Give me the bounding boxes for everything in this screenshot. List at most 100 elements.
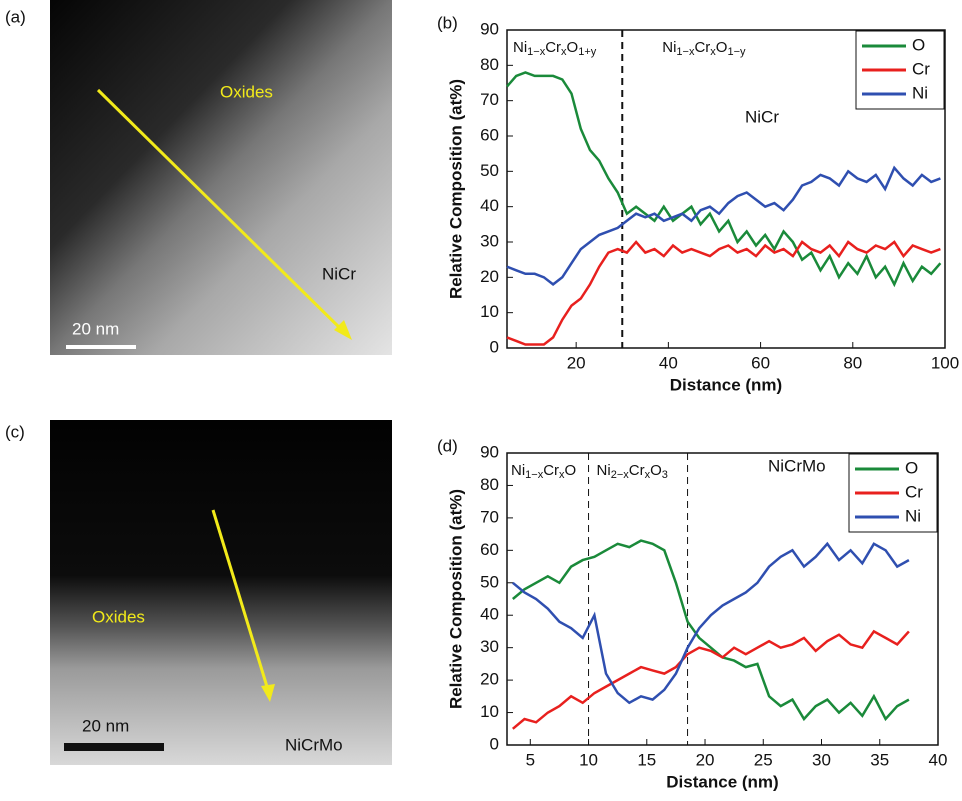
- formula-part: O: [650, 462, 662, 479]
- formula-part: O: [716, 39, 728, 56]
- y-tick-label: 20: [480, 267, 499, 286]
- y-tick-label: 70: [480, 507, 499, 526]
- y-tick-label: 10: [480, 702, 499, 721]
- micrograph: [50, 0, 392, 355]
- formula-part: x: [710, 46, 716, 58]
- micrograph: [50, 420, 392, 765]
- y-tick-label: 70: [480, 90, 499, 109]
- plot-frame: [506, 29, 946, 349]
- annotation: NiCr: [322, 264, 356, 283]
- scale-label: 20 nm: [72, 319, 119, 338]
- x-tick-label: 5: [526, 750, 535, 769]
- region-label: Ni2−xCrxO3: [597, 462, 668, 481]
- x-axis-title: Distance (nm): [666, 772, 778, 791]
- data-line: [511, 629, 910, 730]
- formula-part: 1+y: [578, 46, 597, 58]
- formula-part: Ni: [662, 39, 676, 56]
- annotation: NiCrMo: [768, 456, 826, 475]
- formula-part: 1−y: [727, 46, 746, 58]
- y-axis-title: Relative Composition (at%): [446, 489, 465, 709]
- legend-label: Ni: [912, 83, 928, 102]
- legend-label: O: [912, 35, 925, 54]
- x-tick-label: 20: [567, 353, 586, 372]
- formula-part: x: [645, 469, 651, 481]
- formula-part: 1−x: [527, 46, 546, 58]
- annotation: Oxides: [220, 82, 273, 101]
- y-tick-label: 30: [480, 637, 499, 656]
- formula-part: 3: [662, 469, 668, 481]
- y-tick-label: 0: [490, 337, 499, 356]
- y-axis-title: Relative Composition (at%): [446, 79, 465, 299]
- legend-label: Cr: [905, 482, 923, 501]
- y-tick-label: 40: [480, 605, 499, 624]
- data-line: [506, 71, 942, 288]
- x-tick-label: 60: [751, 353, 770, 372]
- x-tick-label: 10: [579, 750, 598, 769]
- plot-frame: [506, 452, 939, 746]
- y-tick-label: 50: [480, 572, 499, 591]
- annotation: Oxides: [92, 607, 145, 626]
- y-tick-label: 10: [480, 302, 499, 321]
- y-tick-label: 80: [480, 475, 499, 494]
- data-line: [506, 240, 941, 346]
- annotation: NiCrMo: [285, 735, 343, 754]
- formula-part: 2−x: [611, 469, 630, 481]
- scan-arrow: [211, 509, 270, 691]
- y-tick-label: 20: [480, 670, 499, 689]
- x-tick-label: 80: [843, 353, 862, 372]
- annotation: NiCr: [745, 107, 779, 126]
- formula-part: x: [559, 469, 565, 481]
- formula-part: Ni: [513, 39, 527, 56]
- y-tick-label: 50: [480, 161, 499, 180]
- y-tick-label: 30: [480, 231, 499, 250]
- x-tick-label: 20: [696, 750, 715, 769]
- x-tick-label: 100: [931, 353, 959, 372]
- formula-part: Cr: [694, 39, 710, 56]
- legend-label: Cr: [912, 59, 930, 78]
- formula-part: x: [561, 46, 567, 58]
- x-tick-label: 40: [929, 750, 948, 769]
- formula-part: Cr: [543, 462, 559, 479]
- data-line: [512, 541, 910, 705]
- formula-part: Cr: [629, 462, 645, 479]
- formula-part: Cr: [545, 39, 561, 56]
- panel-label: (a): [5, 7, 26, 26]
- y-tick-label: 60: [480, 540, 499, 559]
- region-label: Ni1−xCrxO1+y: [513, 39, 597, 58]
- panel-label: (b): [437, 13, 458, 32]
- scale-label: 20 nm: [82, 716, 129, 735]
- x-tick-label: 30: [812, 750, 831, 769]
- x-axis-title: Distance (nm): [670, 375, 782, 394]
- x-tick-label: 15: [637, 750, 656, 769]
- arrow-head: [334, 320, 352, 340]
- arrow-head: [261, 684, 275, 702]
- data-line: [506, 165, 941, 286]
- scale-bar: [66, 345, 136, 349]
- formula-part: Ni: [511, 462, 525, 479]
- y-tick-label: 0: [490, 734, 499, 753]
- panel-label: (c): [5, 422, 25, 441]
- region-label: Ni1−xCrxO1−y: [662, 39, 746, 58]
- formula-part: O: [565, 462, 577, 479]
- y-tick-label: 90: [480, 19, 499, 38]
- x-tick-label: 40: [659, 353, 678, 372]
- scale-bar: [64, 743, 164, 751]
- formula-part: 1−x: [676, 46, 695, 58]
- data-line: [512, 539, 910, 722]
- formula-part: Ni: [597, 462, 611, 479]
- x-tick-label: 25: [754, 750, 773, 769]
- y-tick-label: 60: [480, 125, 499, 144]
- formula-part: 1−x: [525, 469, 544, 481]
- y-tick-label: 80: [480, 55, 499, 74]
- scan-arrow: [96, 88, 347, 335]
- y-tick-label: 40: [480, 196, 499, 215]
- panel-label: (d): [437, 436, 458, 455]
- x-tick-label: 35: [870, 750, 889, 769]
- formula-part: O: [567, 39, 579, 56]
- legend-label: O: [905, 458, 918, 477]
- legend-label: Ni: [905, 506, 921, 525]
- region-label: Ni1−xCrxO: [511, 462, 576, 481]
- y-tick-label: 90: [480, 442, 499, 461]
